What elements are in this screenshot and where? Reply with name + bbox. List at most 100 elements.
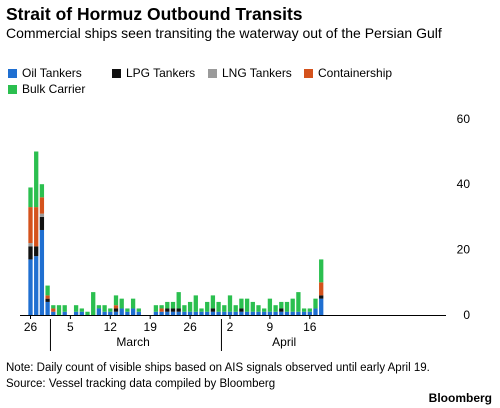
bar-segment	[45, 298, 50, 302]
bar-segment	[119, 298, 124, 309]
bar-segment	[34, 151, 39, 208]
bar-segment	[79, 308, 84, 312]
bar-segment	[296, 292, 301, 312]
bar-segment	[170, 301, 176, 309]
bar-segment	[165, 301, 170, 309]
bar-segment	[279, 308, 284, 312]
bar-segment	[51, 305, 56, 309]
bar-segment	[45, 285, 50, 296]
legend-item-lpg-tankers: LPG Tankers	[112, 66, 195, 80]
bar-segment	[290, 311, 295, 315]
bar-segment	[108, 308, 113, 312]
bar-segment	[113, 295, 119, 306]
bar-segment	[205, 301, 210, 312]
legend-swatch	[8, 84, 17, 94]
bar-segment	[244, 311, 250, 315]
x-tick-label: 19	[144, 320, 158, 334]
bar-segment	[51, 308, 56, 312]
bar-segment	[176, 311, 181, 315]
y-tick-label: 60	[457, 112, 471, 126]
bar-segment	[250, 311, 255, 315]
bar-segment	[222, 311, 227, 315]
bar-segment	[39, 184, 45, 198]
month-label: April	[272, 335, 296, 349]
bar-segment	[79, 311, 84, 315]
bar-segment	[45, 295, 50, 299]
bar-segment	[187, 311, 193, 315]
bar-segment	[28, 207, 33, 244]
bar-segment	[256, 305, 261, 312]
bar-segment	[96, 308, 102, 315]
bar-segment	[307, 311, 312, 315]
bar-segment	[244, 298, 250, 312]
bar-segment	[279, 311, 284, 315]
bar-segment	[319, 282, 324, 296]
bar-segment	[153, 305, 159, 312]
bar-segment	[193, 311, 198, 315]
bar-segment	[159, 305, 164, 309]
legend-label: LPG Tankers	[126, 66, 196, 80]
bar-segment	[28, 246, 33, 260]
bar-segment	[113, 311, 119, 315]
bar-segment	[136, 311, 141, 315]
bar-segment	[267, 298, 273, 312]
bar-segment	[165, 308, 170, 312]
legend-label: Oil Tankers	[22, 66, 82, 80]
bar-segment	[28, 187, 33, 208]
bar-segment	[176, 292, 181, 309]
chart-subtitle: Commercial ships seen transiting the wat…	[6, 25, 442, 41]
bar-segment	[273, 305, 278, 312]
bar-segment	[239, 308, 244, 312]
bar-segment	[301, 311, 307, 315]
month-label: March	[116, 335, 149, 349]
x-tick-label: 9	[267, 320, 274, 334]
legend-item-bulk-carrier: Bulk Carrier	[8, 82, 85, 96]
bar-segment	[91, 292, 96, 315]
bar-segment	[39, 229, 45, 315]
chart-note: Note: Daily count of visible ships based…	[6, 362, 430, 374]
bar-segment	[73, 311, 79, 315]
x-tick-label: 26	[24, 320, 38, 334]
bar-segment	[319, 259, 324, 283]
bar-segment	[319, 295, 324, 299]
x-tick-label: 26	[183, 320, 197, 334]
bar-segment	[170, 308, 176, 312]
legend-label: LNG Tankers	[222, 66, 292, 80]
y-tick-label: 40	[457, 177, 471, 191]
bar-segment	[113, 308, 119, 312]
bar-segment	[296, 311, 301, 315]
bar-segment	[262, 311, 267, 315]
bar-segment	[205, 311, 210, 315]
bar-segment	[39, 216, 45, 230]
bar-segment	[130, 308, 136, 315]
bar-segment	[273, 311, 278, 315]
y-tick-label: 0	[463, 308, 470, 322]
bar-segment	[216, 311, 221, 315]
legend-swatch	[112, 68, 121, 78]
legend-label: Containership	[318, 66, 393, 80]
bar-segment	[108, 311, 113, 315]
bar-segment	[239, 298, 244, 309]
bar-segment	[136, 308, 141, 312]
bar-segment	[210, 311, 216, 315]
legend-swatch	[304, 68, 313, 78]
bar-segment	[34, 246, 39, 257]
x-tick-label: 12	[104, 320, 118, 334]
bar-segment	[290, 298, 295, 312]
bar-segment	[313, 298, 318, 309]
bar-segment	[113, 305, 119, 309]
bar-segment	[227, 311, 233, 315]
bar-segment	[119, 308, 124, 315]
bar-segment	[210, 295, 216, 309]
bar-segment	[165, 311, 170, 315]
bar-segment	[199, 311, 204, 315]
bar-segment	[233, 311, 238, 315]
bar-segment	[301, 308, 307, 312]
bar-segment	[193, 295, 198, 312]
legend-swatch	[208, 68, 217, 78]
bar-segment	[39, 213, 45, 217]
bar-segment	[85, 311, 90, 315]
bar-segment	[159, 311, 164, 315]
bar-segment	[222, 305, 227, 312]
y-tick-label: 20	[457, 243, 471, 257]
